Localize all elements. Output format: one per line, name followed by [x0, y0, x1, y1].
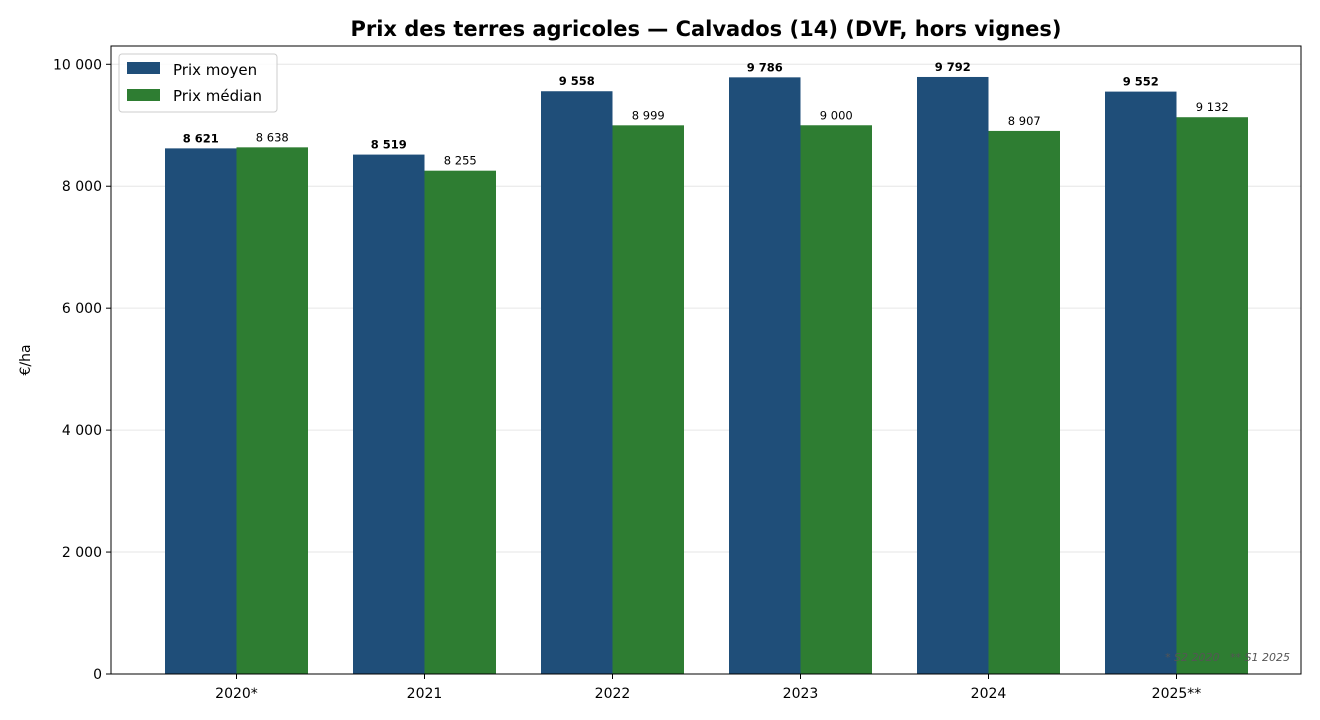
- bar-prix-moyen: [917, 76, 989, 674]
- bar-prix-median: [424, 170, 496, 675]
- legend-label-prix-median: Prix médian: [173, 87, 262, 105]
- value-label-prix-moyen: 9 558: [559, 74, 595, 88]
- y-tick-label: 6 000: [62, 301, 102, 317]
- value-label-prix-moyen: 8 621: [183, 131, 219, 145]
- value-label-prix-median: 8 999: [632, 108, 665, 122]
- y-tick-label: 2 000: [62, 545, 102, 561]
- bar-prix-median: [988, 130, 1060, 674]
- bar-prix-moyen: [729, 77, 801, 674]
- y-axis: 0 2 000 4 000 6 000 8 000 10 000: [53, 57, 111, 683]
- legend-swatch-prix-median: [127, 89, 160, 101]
- legend-label-prix-moyen: Prix moyen: [173, 61, 257, 79]
- y-tick-label: 0: [93, 667, 102, 683]
- value-labels: 8 621 8 638 8 519 8 255 9 558 8 999 9 786 9 000…: [183, 60, 1229, 168]
- value-label-prix-moyen: 9 786: [747, 60, 783, 74]
- value-label-prix-moyen: 9 792: [935, 60, 971, 74]
- value-label-prix-moyen: 9 552: [1123, 75, 1159, 89]
- x-tick-label: 2022: [595, 686, 631, 702]
- legend-swatch-prix-moyen: [127, 62, 160, 74]
- x-tick-label: 2025**: [1152, 686, 1202, 702]
- chart-title: Prix des terres agricoles — Calvados (14…: [350, 17, 1061, 41]
- bar-prix-median: [612, 125, 684, 674]
- value-label-prix-median: 9 132: [1196, 100, 1229, 114]
- bar-prix-median: [1176, 117, 1248, 674]
- bar-prix-median: [236, 147, 308, 674]
- value-label-prix-median: 8 255: [444, 154, 477, 168]
- grid-lines: [111, 63, 1301, 553]
- x-axis: 2020* 2021 2022 2023 2024 2025**: [215, 674, 1201, 702]
- value-label-prix-median: 8 907: [1008, 114, 1041, 128]
- x-tick-label: 2020*: [215, 686, 258, 702]
- value-label-prix-median: 9 000: [820, 108, 853, 122]
- footnote: * S2 2020 ** S1 2025: [1165, 651, 1290, 664]
- x-tick-label: 2023: [783, 686, 819, 702]
- bar-prix-moyen: [353, 154, 425, 675]
- bar-prix-median: [800, 125, 872, 674]
- value-label-prix-moyen: 8 519: [371, 138, 407, 152]
- y-tick-label: 10 000: [53, 57, 102, 73]
- plot-frame: [110, 45, 1302, 675]
- y-tick-label: 4 000: [62, 423, 102, 439]
- bar-prix-moyen: [165, 148, 237, 674]
- legend: Prix moyen Prix médian: [118, 53, 278, 113]
- x-tick-label: 2021: [407, 686, 443, 702]
- y-axis-label: €/ha: [18, 344, 34, 375]
- bar-prix-moyen: [541, 91, 613, 675]
- bars: [165, 76, 1248, 675]
- bar-prix-moyen: [1105, 91, 1177, 675]
- x-tick-label: 2024: [971, 686, 1007, 702]
- y-tick-label: 8 000: [62, 179, 102, 195]
- value-label-prix-median: 8 638: [256, 130, 289, 144]
